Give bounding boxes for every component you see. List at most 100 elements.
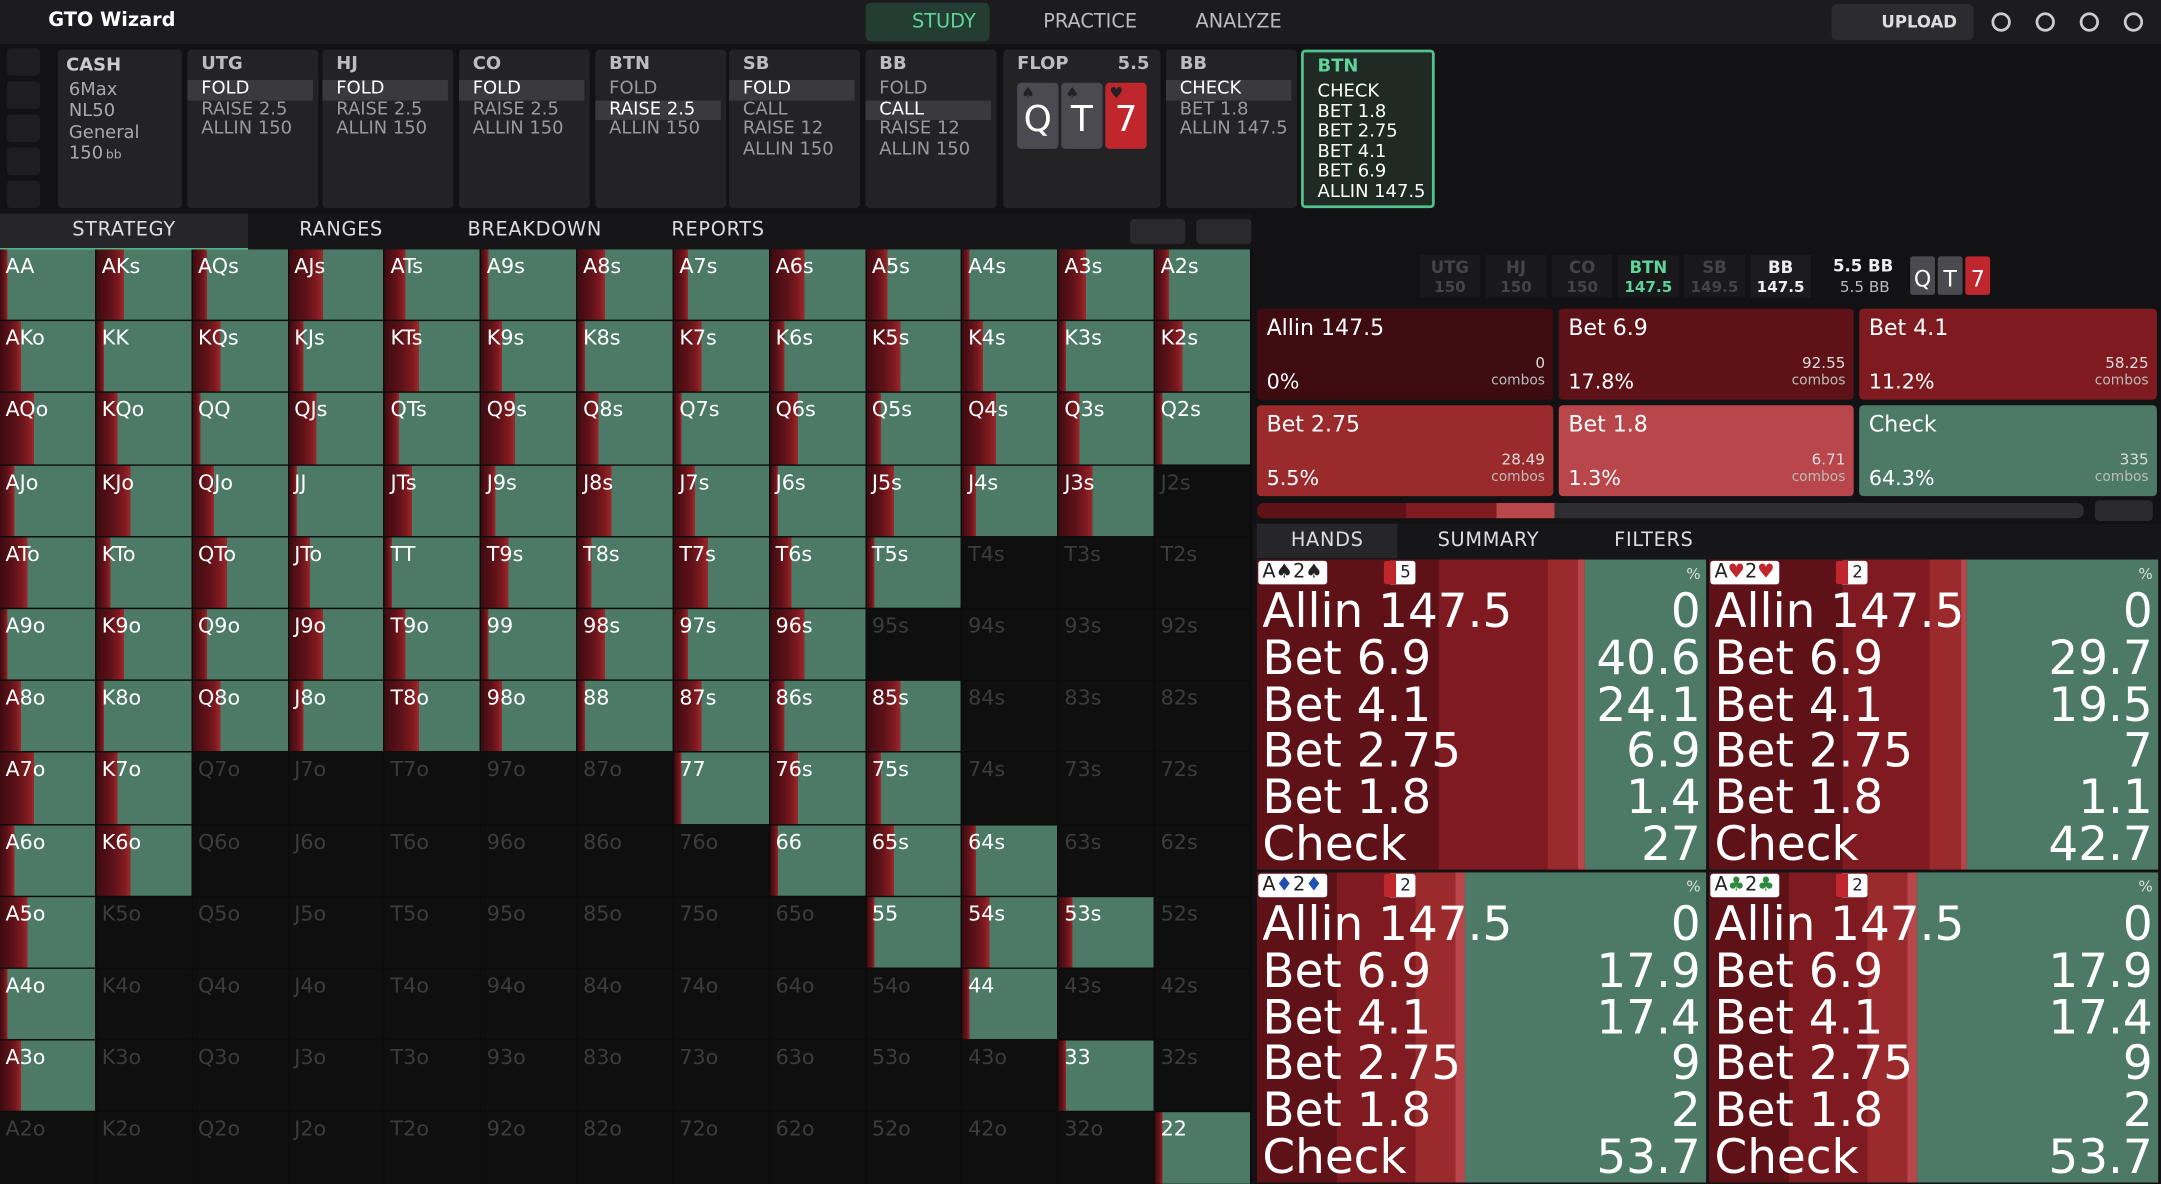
hand-cell[interactable]: T5s: [866, 537, 963, 610]
hand-cell[interactable]: 44: [962, 968, 1059, 1041]
hand-cell[interactable]: AKo: [0, 321, 97, 394]
hand-cell[interactable]: 99: [481, 609, 578, 682]
option[interactable]: ALLIN 150: [472, 118, 564, 140]
option[interactable]: RAISE 2.5: [336, 98, 423, 120]
hand-cell[interactable]: A8o: [0, 681, 97, 754]
hand-cell[interactable]: KK: [96, 321, 193, 394]
hand-cell[interactable]: AJo: [0, 465, 97, 538]
option[interactable]: ALLIN 150: [742, 138, 834, 160]
view-tab[interactable]: STRATEGY: [0, 213, 249, 251]
hand-cell[interactable]: Q3o: [192, 1040, 289, 1113]
hand-cell[interactable]: ATo: [0, 537, 97, 610]
hand-cell[interactable]: K8s: [577, 321, 674, 394]
option[interactable]: BET 1.8: [1317, 101, 1387, 123]
hand-cell[interactable]: K4o: [96, 968, 193, 1041]
action-column[interactable]: BTN CHECK BET 1.8 BET 2.75 BET 4.1 BET 6.9 ALL…: [1301, 49, 1435, 209]
hand-cell[interactable]: T8s: [577, 537, 674, 610]
hand-cell[interactable]: 74o: [673, 968, 771, 1041]
hand-cell[interactable]: 97o: [481, 753, 578, 825]
hand-cell[interactable]: Q2s: [1155, 393, 1252, 466]
hand-cell[interactable]: A9s: [481, 249, 578, 322]
hand-cell[interactable]: T4s: [962, 537, 1059, 610]
hand-cell[interactable]: 66: [770, 824, 867, 897]
hand-cell[interactable]: K5s: [866, 321, 963, 394]
hand-cell[interactable]: A3s: [1058, 249, 1156, 322]
hand-cell[interactable]: 55: [866, 896, 963, 969]
hand-cell[interactable]: J9s: [481, 465, 578, 538]
hand-cell[interactable]: 72o: [673, 1112, 771, 1184]
icon-button[interactable]: [1991, 12, 2011, 32]
hand-cell[interactable]: A2o: [0, 1112, 97, 1184]
option[interactable]: FOLD: [879, 78, 928, 100]
hand-cell[interactable]: J6o: [288, 824, 386, 897]
hand-cell[interactable]: Q5s: [866, 393, 963, 466]
hand-cell[interactable]: 43s: [1058, 968, 1156, 1041]
side-icon[interactable]: [6, 81, 40, 109]
hand-cell[interactable]: J6s: [770, 465, 867, 538]
action-column[interactable]: BTN FOLD RAISE 2.5 ALLIN 150: [595, 49, 727, 209]
hand-cell[interactable]: K8o: [96, 681, 193, 754]
icon-button[interactable]: [2123, 12, 2144, 32]
hand-cell[interactable]: Q6s: [770, 393, 867, 466]
option[interactable]: FOLD: [458, 79, 585, 101]
hand-cell[interactable]: QJs: [288, 393, 386, 466]
hand-cell[interactable]: AJs: [288, 249, 386, 322]
side-icon[interactable]: [6, 147, 40, 176]
hand-cell[interactable]: 22: [1155, 1112, 1252, 1184]
hand-cell[interactable]: 77: [673, 753, 771, 825]
hand-cell[interactable]: T5o: [385, 896, 482, 969]
hand-cell[interactable]: T6s: [770, 537, 867, 610]
hand-cell[interactable]: Q9s: [481, 393, 578, 466]
action-column[interactable]: CO FOLD RAISE 2.5 ALLIN 150: [458, 49, 590, 209]
hand-cell[interactable]: 86s: [770, 681, 867, 754]
hand-cell[interactable]: T9o: [385, 609, 482, 682]
action-column[interactable]: UTG FOLD RAISE 2.5 ALLIN 150: [187, 49, 319, 209]
hand-tab[interactable]: SUMMARY: [1437, 529, 1540, 552]
hand-cell[interactable]: QTo: [192, 537, 289, 610]
hand-cell[interactable]: 95o: [481, 896, 578, 969]
hand-cell[interactable]: A6o: [0, 824, 97, 897]
hand-cell[interactable]: K5o: [96, 896, 193, 969]
hand-cell[interactable]: Q5o: [192, 896, 289, 969]
hand-cell[interactable]: A3o: [0, 1040, 97, 1113]
hand-cell[interactable]: 52s: [1155, 896, 1252, 969]
hand-cell[interactable]: 43o: [962, 1040, 1059, 1113]
hand-cell[interactable]: T2o: [385, 1112, 482, 1184]
hand-cell[interactable]: A6s: [770, 249, 867, 322]
hand-cell[interactable]: Q8o: [192, 681, 289, 754]
hand-cell[interactable]: JTo: [288, 537, 386, 610]
action-column[interactable]: HJ FOLD RAISE 2.5 ALLIN 150: [322, 49, 454, 209]
option[interactable]: FOLD: [187, 79, 313, 101]
hand-tab[interactable]: FILTERS: [1614, 529, 1694, 552]
hand-cell[interactable]: 85s: [866, 681, 963, 754]
hand-cell[interactable]: Q4s: [962, 393, 1059, 466]
option[interactable]: BET 6.9: [1317, 161, 1387, 183]
hand-cell[interactable]: AQo: [0, 393, 97, 466]
option[interactable]: FOLD: [322, 79, 448, 101]
hand-cell[interactable]: J2s: [1155, 465, 1252, 538]
side-icon[interactable]: [6, 180, 40, 209]
hand-cell[interactable]: 96o: [481, 824, 578, 897]
strategy-card[interactable]: Allin 147.5 0% 0 combos: [1256, 308, 1554, 400]
option[interactable]: CHECK: [1165, 79, 1292, 101]
hand-cell[interactable]: J8s: [577, 465, 674, 538]
hand-cell[interactable]: 53s: [1058, 896, 1156, 969]
hand-cell[interactable]: TT: [385, 537, 482, 610]
hand-cell[interactable]: J7o: [288, 753, 386, 825]
hand-cell[interactable]: QTs: [385, 393, 482, 466]
hand-cell[interactable]: Q7s: [673, 393, 771, 466]
hand-cell[interactable]: 75o: [673, 896, 771, 969]
hand-cell[interactable]: K3s: [1058, 321, 1156, 394]
hand-cell[interactable]: 33: [1058, 1040, 1156, 1113]
option[interactable]: ALLIN 150: [336, 118, 428, 140]
hand-cell[interactable]: J4o: [288, 968, 386, 1041]
hand-cell[interactable]: AQs: [192, 249, 289, 322]
hand-cell[interactable]: 63o: [770, 1040, 867, 1113]
hand-cell[interactable]: JTs: [385, 465, 482, 538]
icon-button[interactable]: [2035, 12, 2055, 32]
hand-cell[interactable]: Q4o: [192, 968, 289, 1041]
hand-cell[interactable]: AA: [0, 249, 97, 322]
hand-cell[interactable]: K6s: [770, 321, 867, 394]
option[interactable]: ALLIN 147.5: [1317, 181, 1426, 203]
option[interactable]: BET 2.75: [1317, 121, 1398, 143]
